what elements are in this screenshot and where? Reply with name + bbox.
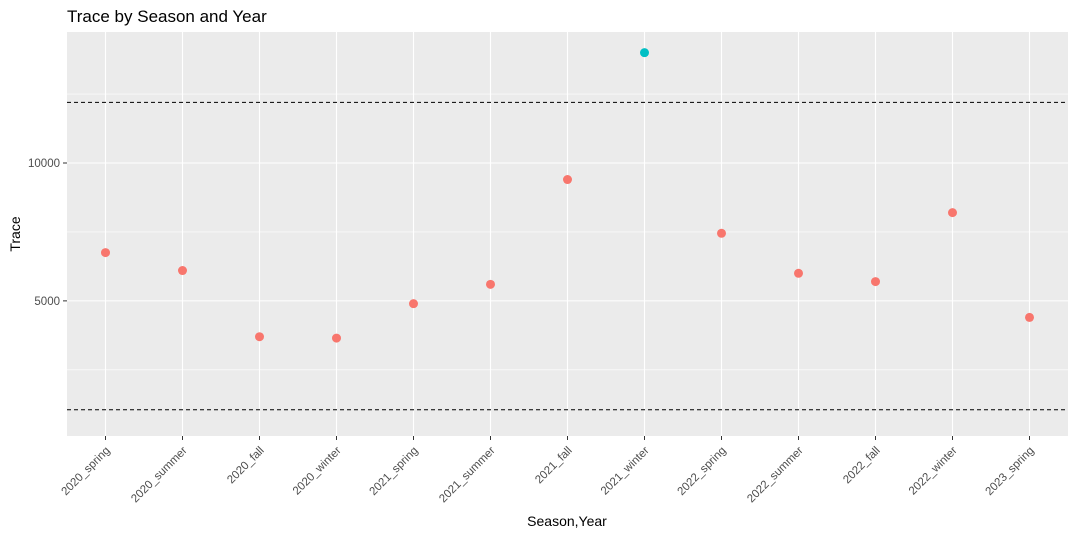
data-point xyxy=(409,299,418,309)
chart-title: Trace by Season and Year xyxy=(67,7,267,26)
data-point xyxy=(563,175,572,185)
x-tick-label: 2021_fall xyxy=(533,445,574,486)
x-tick-label: 2021_winter xyxy=(599,445,652,498)
x-tick-label: 2022_summer xyxy=(745,445,806,506)
data-point xyxy=(640,48,649,58)
x-tick-label: 2020_winter xyxy=(291,445,344,498)
data-point xyxy=(101,248,110,258)
x-tick-label: 2020_spring xyxy=(59,445,112,498)
data-point xyxy=(1025,312,1034,322)
x-tick-label: 2022_winter xyxy=(907,445,960,498)
y-axis-title: Trace xyxy=(7,216,23,251)
data-point xyxy=(871,277,880,287)
data-point xyxy=(486,279,495,289)
x-tick-label: 2021_spring xyxy=(367,445,420,498)
x-axis-title: Season,Year xyxy=(527,513,607,529)
data-point xyxy=(717,228,726,238)
y-tick-label: 5000 xyxy=(34,296,60,308)
x-tick-label: 2022_spring xyxy=(675,445,728,498)
data-point xyxy=(255,332,264,342)
x-tick-label: 2021_summer xyxy=(437,445,498,506)
x-tick-label: 2020_fall xyxy=(225,445,266,486)
data-point xyxy=(178,266,187,276)
x-tick-label: 2023_spring xyxy=(983,445,1036,498)
data-point xyxy=(948,208,957,218)
data-point xyxy=(794,268,803,278)
plot-area: 5000 10000 2020_spring 2020_summer 2020_fall… xyxy=(28,32,1068,505)
x-tick-label: 2022_fall xyxy=(841,445,882,486)
x-tick-label: 2020_summer xyxy=(129,445,190,506)
data-point xyxy=(332,333,341,343)
y-tick-label: 10000 xyxy=(28,158,60,170)
